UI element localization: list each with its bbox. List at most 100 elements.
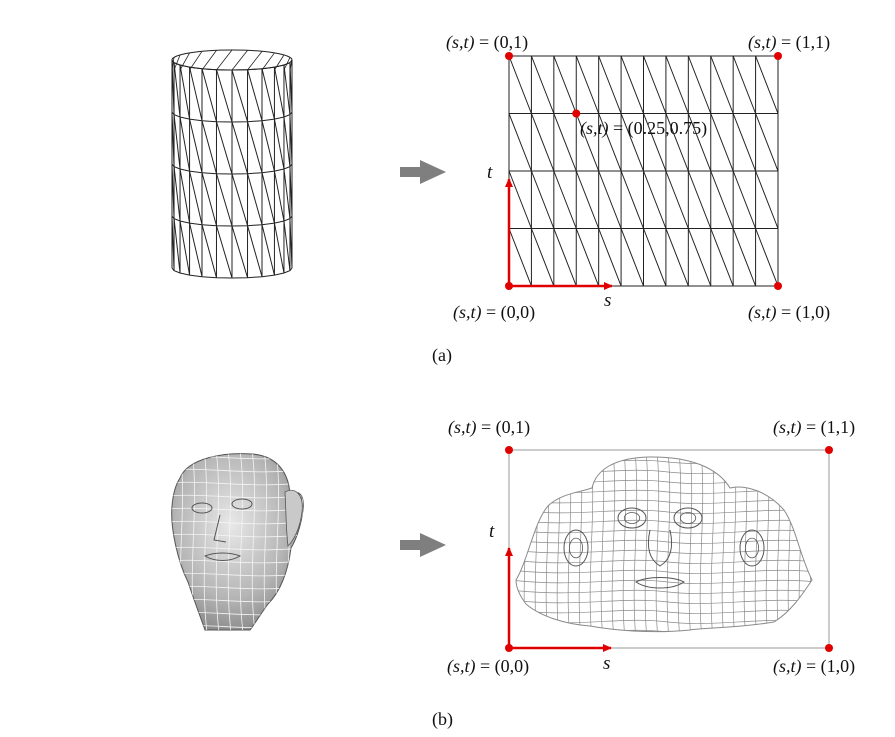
uv-grid-diagonal xyxy=(732,113,757,172)
cylinder-diagonal xyxy=(189,66,203,121)
corner-label-a-bottom-right: (s,t) = (1,0) xyxy=(748,302,831,322)
uv-grid-diagonal xyxy=(530,55,555,114)
uv-mesh-line xyxy=(516,539,812,545)
cylinder-diagonal xyxy=(247,121,263,173)
corner-label-b-bottom-left: (s,t) = (0,0) xyxy=(447,656,530,676)
uv-grid-diagonal xyxy=(620,113,644,172)
head-mesh xyxy=(171,453,304,631)
corner-dot-a-top-left xyxy=(505,52,513,60)
uv-eye-left-inner xyxy=(623,512,641,524)
cylinder-diagonal xyxy=(283,220,291,271)
cylinder-diagonal xyxy=(215,225,233,279)
cylinder-diagonal xyxy=(283,168,291,219)
uv-mesh-line xyxy=(516,456,517,632)
cylinder-diagonal xyxy=(179,64,191,120)
mapping-arrow-b xyxy=(400,533,446,557)
uv-grid-diagonal xyxy=(710,55,734,114)
uv-grid-diagonal xyxy=(755,170,779,229)
uv-mesh-line xyxy=(832,450,835,650)
uv-grid-diagonal xyxy=(665,113,689,172)
uv-mesh-line xyxy=(677,456,682,632)
uv-grid-diagonal xyxy=(598,55,622,114)
uv-grid-diagonal xyxy=(755,113,779,172)
t-axis-label-a: t xyxy=(487,162,493,183)
corner-dot-a-top-right xyxy=(774,52,782,60)
uv-grid-diagonal xyxy=(598,113,622,172)
uv-mesh-line xyxy=(516,569,812,575)
corner-label-a-top-right: (s,t) = (1,1) xyxy=(748,32,831,52)
head-mesh-line xyxy=(227,453,233,630)
uv-mesh-line xyxy=(655,456,660,632)
corner-dot-b-top-left xyxy=(505,446,513,454)
uv-grid-diagonal xyxy=(508,228,532,287)
corner-label-b-bottom-right: (s,t) = (1,0) xyxy=(773,656,856,676)
s-axis-label-a: s xyxy=(604,290,612,311)
head-mouth xyxy=(203,552,242,561)
uv-mesh-line xyxy=(699,456,704,632)
cylinder-diagonal xyxy=(261,68,275,120)
cylinder-edge xyxy=(189,51,203,71)
cylinder-diagonal xyxy=(173,218,181,274)
corner-dot-b-bottom-right xyxy=(825,644,833,652)
uv-nose xyxy=(647,529,673,567)
uv-layout-b xyxy=(505,446,835,652)
cylinder-diagonal xyxy=(215,69,233,123)
head-mesh-line xyxy=(203,453,209,630)
uv-eye-left xyxy=(617,507,647,529)
cylinder-diagonal xyxy=(179,168,191,224)
uv-mesh-line xyxy=(516,529,812,535)
cylinder-diagonal xyxy=(261,224,275,276)
cylinder-mesh xyxy=(171,49,293,279)
cylinder-diagonal xyxy=(231,69,249,122)
corner-label-b-top-left: (s,t) = (0,1) xyxy=(448,417,531,437)
cylinder-diagonal xyxy=(173,114,181,170)
uv-grid-a xyxy=(505,52,782,290)
cylinder-diagonal xyxy=(247,225,263,277)
t-axis-label-b: t xyxy=(489,521,495,542)
uv-ear-left-inner xyxy=(569,537,584,559)
cylinder-diagonal xyxy=(231,225,249,278)
uv-grid-diagonal xyxy=(665,170,689,229)
uv-grid-diagonal xyxy=(575,228,600,287)
uv-grid-diagonal xyxy=(553,228,577,287)
cylinder-diagonal xyxy=(283,116,291,167)
uv-eye-right-inner xyxy=(679,512,697,524)
head-mesh-line xyxy=(171,453,173,630)
cylinder-diagonal xyxy=(283,64,291,115)
corner-dot-b-top-right xyxy=(825,446,833,454)
corner-dot-b-bottom-left xyxy=(505,644,513,652)
cylinder-edge xyxy=(261,52,275,71)
uv-mesh-line xyxy=(809,456,812,632)
cylinder-diagonal xyxy=(201,224,217,278)
uv-grid-diagonal xyxy=(508,55,532,114)
corner-label-a-top-left: (s,t) = (0,1) xyxy=(446,32,529,52)
head-eye-right xyxy=(231,498,253,510)
uv-grid-diagonal xyxy=(508,113,532,172)
uv-eye-right xyxy=(673,507,703,529)
uv-mesh-line xyxy=(821,450,824,650)
uv-ear-right-inner xyxy=(745,537,760,559)
head-mesh-line xyxy=(239,453,245,630)
uv-grid-diagonal xyxy=(620,55,644,114)
uv-mesh-line xyxy=(666,456,671,632)
cylinder-edge xyxy=(201,50,217,71)
uv-grid-diagonal xyxy=(575,113,600,172)
uv-grid-diagonal xyxy=(643,228,667,287)
uv-grid-diagonal xyxy=(665,228,689,287)
uv-grid-diagonal xyxy=(530,170,555,229)
cylinder-diagonal xyxy=(215,121,233,175)
corner-dot-a-bottom-right xyxy=(774,282,782,290)
cylinder-diagonal xyxy=(201,120,217,174)
cylinder-diagonal xyxy=(231,121,249,174)
corner-label-a-bottom-left: (s,t) = (0,0) xyxy=(453,302,536,322)
cylinder-edge xyxy=(274,54,285,71)
uv-grid-diagonal xyxy=(598,228,622,287)
sample-point-dot-a xyxy=(572,109,581,118)
corner-dot-a-bottom-left xyxy=(505,282,513,290)
uv-grid-diagonal xyxy=(755,55,779,114)
uv-grid-diagonal xyxy=(687,55,712,114)
cylinder-diagonal xyxy=(273,170,285,222)
uv-grid-diagonal xyxy=(643,113,667,172)
